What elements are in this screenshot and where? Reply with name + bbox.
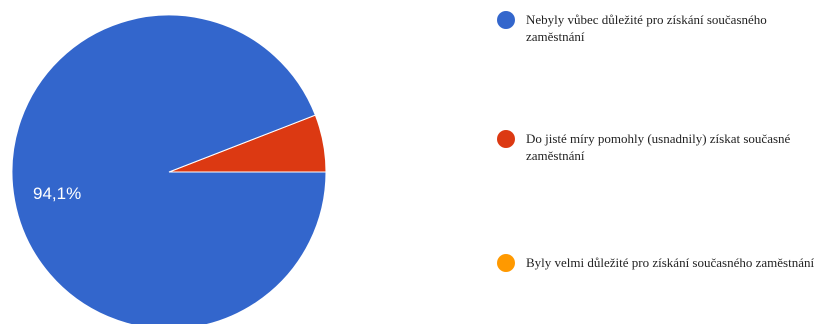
pie-chart: 94,1% <box>11 14 327 324</box>
legend-label: Nebyly vůbec důležité pro získání součas… <box>526 12 767 44</box>
legend-label: Byly velmi důležité pro získání současné… <box>526 255 815 270</box>
pie-slice[interactable] <box>11 14 327 324</box>
legend-label: Do jisté míry pomohly (usnadnily) získat… <box>526 131 791 163</box>
legend-item[interactable]: Nebyly vůbec důležité pro získání součas… <box>497 11 817 45</box>
legend-swatch <box>497 254 515 272</box>
legend-item[interactable]: Do jisté míry pomohly (usnadnily) získat… <box>497 130 817 164</box>
legend: Nebyly vůbec důležité pro získání součas… <box>497 0 817 324</box>
slice-data-label: 94,1% <box>33 184 81 203</box>
legend-swatch <box>497 130 515 148</box>
legend-swatch <box>497 11 515 29</box>
legend-item[interactable]: Byly velmi důležité pro získání současné… <box>497 254 817 272</box>
